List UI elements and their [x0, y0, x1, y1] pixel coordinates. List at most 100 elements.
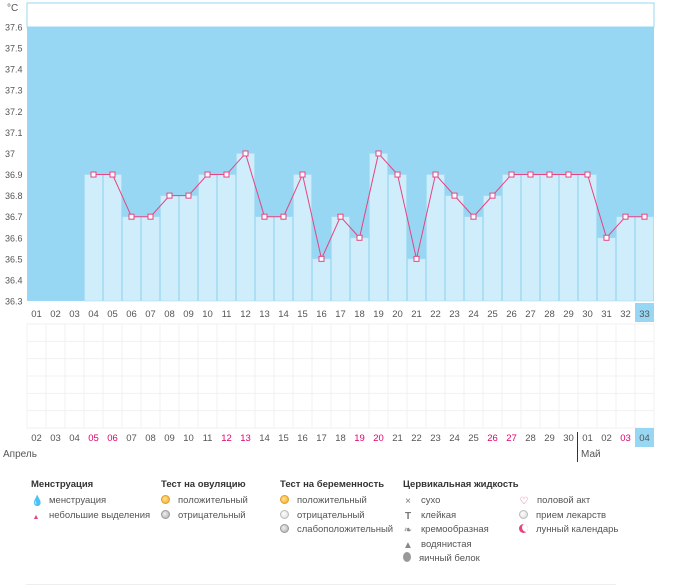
temperature-bar — [578, 174, 597, 302]
heart-icon: ♡ — [519, 496, 529, 507]
cycle-day-label: 08 — [164, 309, 175, 320]
cycle-day-label: 05 — [107, 309, 118, 320]
cycle-day-label: 06 — [126, 309, 137, 320]
legend-item: × сухо — [403, 494, 519, 509]
cycle-day-label: 26 — [506, 309, 517, 320]
temperature-point — [280, 213, 287, 220]
temperature-bar — [369, 153, 388, 302]
calendar-date-label: 08 — [145, 433, 156, 444]
temperature-point — [242, 150, 249, 157]
bottom-divider — [26, 584, 616, 585]
temperature-point — [261, 213, 268, 220]
legend-item: лунный календарь — [519, 523, 618, 538]
calendar-date-label: 05 — [88, 433, 99, 444]
legend-item: отрицательный — [280, 509, 393, 524]
calendar-date-label: 01 — [582, 433, 593, 444]
temperature-point — [527, 171, 534, 178]
legend-item-label: положительный — [178, 495, 248, 506]
current-day-highlight — [635, 303, 654, 322]
temperature-bar — [274, 216, 293, 302]
temperature-bar — [616, 216, 635, 302]
cycle-day-label: 28 — [544, 309, 555, 320]
cycle-day-label: 02 — [50, 309, 61, 320]
temperature-bar — [464, 216, 483, 302]
temperature-bar — [198, 174, 217, 302]
cycle-day-label: 14 — [278, 309, 289, 320]
temperature-bar — [502, 174, 521, 302]
calendar-date-label: 09 — [164, 433, 175, 444]
y-tick-label: 36.4 — [5, 275, 23, 285]
legend-item: ▲ небольшие выделения — [31, 509, 151, 524]
temperature-point — [432, 171, 439, 178]
cycle-day-label: 21 — [411, 309, 422, 320]
temperature-bar — [179, 195, 198, 302]
calendar-date-label: 06 — [107, 433, 118, 444]
legend-pregnancy-title: Тест на беременность — [280, 479, 385, 490]
temperature-bar — [350, 237, 369, 302]
calendar-date-label: 04 — [639, 433, 650, 444]
legend-item: отрицательный — [161, 509, 248, 524]
temperature-bar — [103, 174, 122, 302]
y-tick-label: 36.3 — [5, 297, 23, 307]
temperature-point — [413, 255, 420, 262]
temperature-bar — [483, 195, 502, 302]
temperature-point — [356, 234, 363, 241]
cycle-day-label: 24 — [468, 309, 479, 320]
cycle-day-label: 12 — [240, 309, 251, 320]
cycle-day-label: 07 — [145, 309, 156, 320]
legend-pregnancy-test: Тест на беременность положительный отриц… — [280, 478, 393, 538]
legend-item-label: яичный белок — [419, 553, 480, 564]
month-label: Апрель — [3, 449, 37, 460]
calendar-date-label: 21 — [392, 433, 403, 444]
legend-ovulation-title: Тест на овуляцию — [161, 479, 246, 490]
moon-icon — [519, 524, 528, 533]
y-unit-label: °C — [7, 3, 18, 14]
cycle-day-label: 20 — [392, 309, 403, 320]
cycle-day-label: 01 — [31, 309, 42, 320]
temperature-point — [622, 213, 629, 220]
y-tick-label: 37.1 — [5, 128, 23, 138]
cycle-day-label: 16 — [316, 309, 327, 320]
calendar-date-label: 02 — [601, 433, 612, 444]
calendar-date-label: 16 — [297, 433, 308, 444]
calendar-date-label: 26 — [487, 433, 498, 444]
temperature-point — [223, 171, 230, 178]
calendar-date-label: 11 — [203, 433, 213, 444]
calendar-date-label: 12 — [221, 433, 232, 444]
month-label: Май — [581, 449, 601, 460]
legend-item-label: слабоположительный — [297, 524, 394, 535]
legend-item: ❧ кремообразная — [403, 523, 519, 538]
cycle-day-label: 10 — [202, 309, 213, 320]
plot-top-band — [26, 2, 655, 28]
y-tick-label: 37.5 — [5, 44, 23, 54]
temperature-point — [185, 192, 192, 199]
legend-item-label: водянистая — [421, 538, 472, 550]
cross-icon: × — [405, 496, 411, 507]
temperature-bar — [122, 216, 141, 302]
temperature-bar — [635, 216, 654, 302]
temperature-point — [337, 213, 344, 220]
temperature-point — [90, 171, 97, 178]
legend-other: ♡ половой акт прием лекарств лунный кален… — [519, 494, 618, 538]
temperature-bar — [312, 258, 331, 302]
legend-item-label: небольшие выделения — [49, 509, 151, 521]
temperature-bar — [407, 258, 426, 302]
temperature-point — [451, 192, 458, 199]
calendar-date-label: 24 — [449, 433, 460, 444]
y-tick-label: 36.7 — [5, 212, 23, 222]
calendar-date-label: 17 — [316, 433, 327, 444]
temperature-point — [565, 171, 572, 178]
cycle-day-label: 22 — [430, 309, 441, 320]
cycle-day-label: 29 — [563, 309, 574, 320]
calendar-date-label: 28 — [525, 433, 536, 444]
cycle-day-label: 31 — [601, 309, 612, 320]
temperature-bar — [84, 174, 103, 302]
y-tick-label: 36.6 — [5, 233, 23, 243]
temperature-bar — [597, 237, 616, 302]
temperature-bar — [559, 174, 578, 302]
legend-cervical-title: Цервикальная жидкость — [403, 479, 519, 490]
egg-white-icon — [403, 552, 411, 562]
pill-icon — [519, 509, 528, 519]
